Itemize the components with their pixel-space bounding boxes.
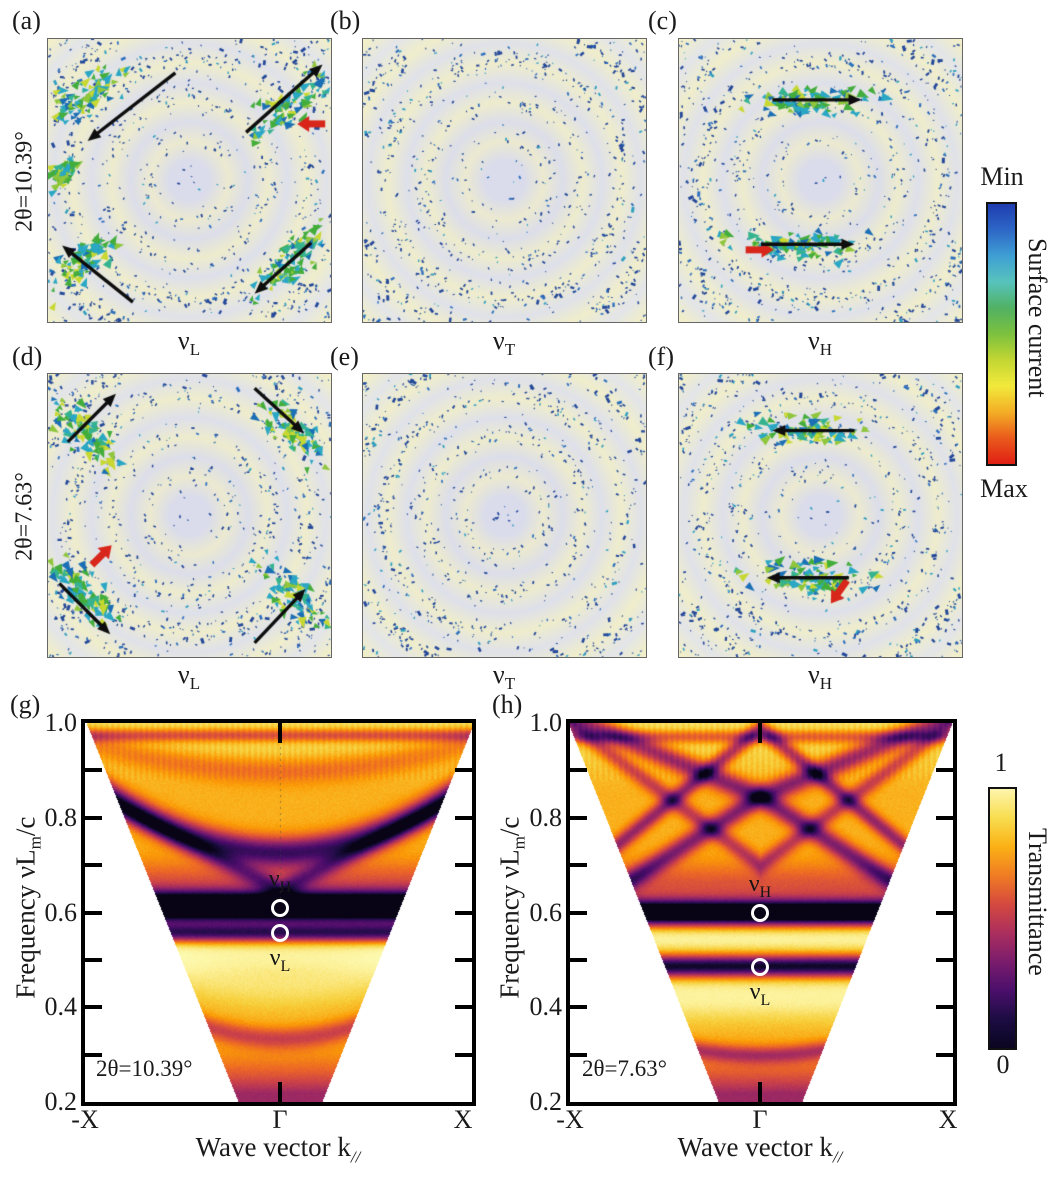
panel-label-f: (f) xyxy=(648,342,674,371)
y-tick-label: 0.2 xyxy=(529,1087,563,1116)
axis-tick xyxy=(570,958,587,962)
surface-current-map-d xyxy=(48,374,331,657)
panel-label-d: (d) xyxy=(12,342,43,371)
transmittance-colorbar-top-label: 1 xyxy=(994,748,1008,777)
panel-label-a: (a) xyxy=(12,6,41,35)
panel-label-e: (e) xyxy=(330,342,359,371)
y-tick-label: 0.2 xyxy=(44,1087,78,1116)
axis-tick xyxy=(936,958,953,962)
surface-current-map-b xyxy=(363,39,646,322)
mode-frequency-marker xyxy=(751,904,769,922)
mode-label-f: νH xyxy=(807,660,833,694)
transmittance-colorbar xyxy=(988,787,1017,1050)
surface-current-map-a xyxy=(48,39,331,322)
axis-tick xyxy=(85,911,102,915)
axis-tick xyxy=(936,1053,953,1057)
mode-frequency-marker xyxy=(271,899,289,917)
transmittance-colorbar-title: Transmittance xyxy=(1023,828,1052,976)
y-tick-label: 1.0 xyxy=(529,708,563,737)
axis-tick xyxy=(936,816,953,820)
current-colorbar-title: Surface current xyxy=(1023,238,1052,398)
mode-frequency-marker xyxy=(751,958,769,976)
band-diagram-h: νH νL xyxy=(566,719,957,1106)
surface-current-map-f xyxy=(679,374,962,657)
axis-tick xyxy=(570,1053,587,1057)
mode-label-a: νL xyxy=(177,326,201,360)
x-tick-label: Γ xyxy=(752,1105,768,1134)
row-angle-label-2: 2θ=7.63° xyxy=(11,472,38,561)
gamma-axis-tick xyxy=(278,1082,282,1102)
gamma-axis-tick xyxy=(758,723,762,743)
axis-tick xyxy=(455,863,472,867)
x-tick-label: -X xyxy=(71,1105,99,1134)
axis-tick xyxy=(455,768,472,772)
surface-panel-e xyxy=(362,373,647,658)
y-tick-label: 0.4 xyxy=(529,992,563,1021)
x-axis-label-h: Wave vector k// xyxy=(677,1132,843,1167)
surface-current-colorbar xyxy=(986,202,1017,466)
axis-tick xyxy=(455,1053,472,1057)
y-tick-label: 1.0 xyxy=(44,708,78,737)
y-tick-label: 0.4 xyxy=(44,992,78,1021)
surface-panel-a xyxy=(47,38,332,323)
mode-frequency-marker xyxy=(271,924,289,942)
axis-tick xyxy=(85,1053,102,1057)
transmittance-colorbar-bottom-label: 0 xyxy=(996,1050,1010,1079)
mode-frequency-marker-label: νL xyxy=(749,979,771,1009)
surface-current-map-c xyxy=(679,39,962,322)
panel-label-c: (c) xyxy=(648,6,677,35)
axis-tick xyxy=(85,1005,102,1009)
mode-frequency-marker-label: νH xyxy=(268,866,292,896)
mode-frequency-marker-label: νH xyxy=(748,871,772,901)
surface-panel-d xyxy=(47,373,332,658)
panel-label-g: (g) xyxy=(10,690,41,719)
axis-tick xyxy=(455,958,472,962)
axis-tick xyxy=(936,768,953,772)
annotation-angle-g: 2θ=10.39° xyxy=(96,1056,193,1081)
mode-label-c: νH xyxy=(807,326,833,360)
mode-frequency-marker-label: νL xyxy=(269,945,291,975)
gamma-axis-tick xyxy=(758,1082,762,1102)
x-axis-label-g: Wave vector k// xyxy=(195,1132,361,1167)
axis-tick xyxy=(455,816,472,820)
surface-panel-c xyxy=(678,38,963,323)
axis-tick xyxy=(455,1005,472,1009)
mode-label-e: νT xyxy=(492,660,516,694)
surface-current-map-e xyxy=(363,374,646,657)
gamma-axis-tick xyxy=(278,723,282,743)
current-colorbar-min-label: Min xyxy=(980,162,1024,191)
x-tick-label: X xyxy=(938,1105,958,1134)
axis-tick xyxy=(85,958,102,962)
y-tick-label: 0.6 xyxy=(44,898,78,927)
axis-tick xyxy=(85,816,102,820)
axis-tick xyxy=(936,911,953,915)
y-tick-label: 0.8 xyxy=(44,803,78,832)
y-tick-label: 0.6 xyxy=(529,898,563,927)
axis-tick xyxy=(570,768,587,772)
axis-tick xyxy=(85,863,102,867)
current-colorbar-max-label: Max xyxy=(980,474,1028,503)
mode-label-d: νL xyxy=(177,660,201,694)
annotation-angle-h: 2θ=7.63° xyxy=(582,1056,667,1081)
x-tick-label: X xyxy=(453,1105,473,1134)
x-tick-label: -X xyxy=(556,1105,584,1134)
axis-tick xyxy=(85,768,102,772)
axis-tick xyxy=(570,1005,587,1009)
mode-label-b: νT xyxy=(492,326,516,360)
surface-panel-b xyxy=(362,38,647,323)
band-diagram-g: νH νL xyxy=(81,719,476,1106)
axis-tick xyxy=(455,911,472,915)
axis-tick xyxy=(570,863,587,867)
surface-panel-f xyxy=(678,373,963,658)
panel-label-b: (b) xyxy=(330,6,361,35)
axis-tick xyxy=(936,863,953,867)
axis-tick xyxy=(570,911,587,915)
row-angle-label-1: 2θ=10.39° xyxy=(11,131,38,232)
y-tick-label: 0.8 xyxy=(529,803,563,832)
panel-label-h: (h) xyxy=(492,690,523,719)
axis-tick xyxy=(936,1005,953,1009)
axis-tick xyxy=(570,816,587,820)
x-tick-label: Γ xyxy=(272,1105,288,1134)
